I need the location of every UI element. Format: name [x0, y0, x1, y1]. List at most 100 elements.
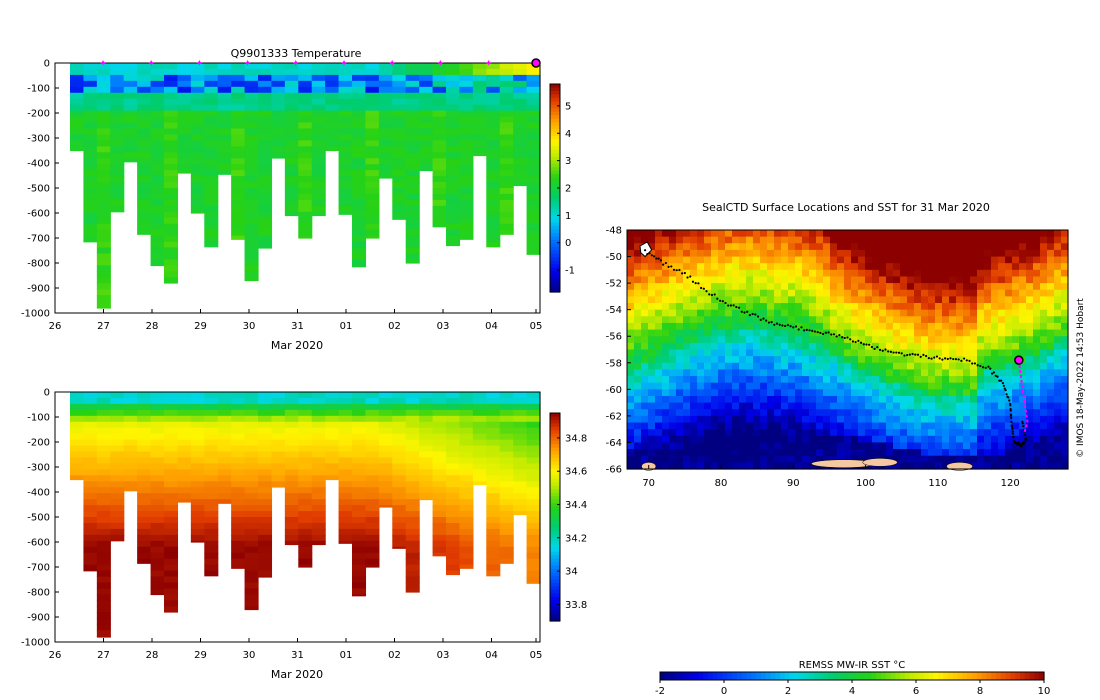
sst-cell	[739, 276, 747, 284]
sst-cell	[879, 336, 887, 344]
sst-cell	[956, 230, 964, 238]
section-cell	[96, 392, 111, 399]
section-cell	[137, 421, 152, 429]
section-cell	[338, 457, 353, 465]
section-cell	[177, 433, 192, 441]
section-cell	[96, 511, 111, 518]
section-cell	[446, 86, 461, 94]
sst-cell	[921, 329, 929, 337]
sst-cell	[949, 422, 957, 430]
sampling-marker: ✦	[340, 59, 348, 69]
sst-cell	[1026, 442, 1034, 450]
sst-cell	[942, 316, 950, 324]
section-cell	[365, 534, 380, 542]
section-cell	[231, 223, 246, 231]
sst-cell	[1040, 402, 1048, 410]
sst-cell	[718, 362, 726, 371]
sst-cell	[795, 316, 803, 324]
section-cell	[499, 499, 514, 506]
profile-column	[432, 392, 447, 557]
section-cell	[231, 457, 246, 465]
section-cell	[432, 211, 447, 219]
sst-cell	[697, 296, 705, 304]
sst-cell	[928, 376, 936, 384]
sst-cell	[970, 289, 978, 297]
sst-cell	[872, 256, 880, 264]
section-cell	[499, 534, 514, 542]
sst-cell	[655, 309, 663, 317]
sst-cell	[711, 303, 719, 311]
section-cell	[96, 235, 111, 243]
section-cell	[110, 98, 125, 106]
section-cell	[96, 307, 111, 309]
sst-cell	[921, 442, 929, 450]
section-cell	[110, 122, 125, 130]
section-cell	[150, 253, 165, 261]
track-point	[662, 263, 665, 266]
colorbar-segment	[550, 593, 560, 598]
section-cell	[244, 457, 259, 465]
sst-cell	[907, 449, 915, 457]
sst-cell	[697, 276, 705, 284]
sst-cell	[1012, 455, 1020, 463]
sst-cell	[865, 230, 873, 238]
sst-cell	[809, 395, 817, 404]
section-cell	[446, 146, 461, 153]
section-cell	[365, 182, 380, 189]
section-cell	[70, 92, 85, 100]
sst-colorbar-segment	[794, 672, 800, 680]
section-cell	[231, 63, 246, 70]
section-cell	[298, 403, 313, 411]
section-cell	[446, 188, 461, 195]
sst-cell	[704, 342, 712, 351]
sst-cell	[900, 289, 908, 297]
section-cell	[96, 588, 111, 595]
sst-cell	[697, 283, 705, 291]
section-cell	[231, 445, 246, 453]
sst-cell	[858, 243, 866, 251]
sst-cell	[942, 263, 950, 271]
sst-cell	[795, 429, 803, 437]
section-cell	[110, 397, 125, 405]
sst-cell	[816, 230, 824, 238]
sst-cell	[753, 422, 761, 430]
sst-cell	[788, 336, 796, 344]
sst-cell	[690, 376, 698, 384]
sst-cell	[879, 263, 887, 271]
section-cell	[231, 128, 246, 136]
section-cell	[177, 487, 192, 494]
section-cell	[311, 481, 326, 488]
section-cell	[258, 176, 273, 183]
section-cell	[164, 68, 179, 76]
sst-cell	[1005, 462, 1013, 470]
section-cell	[137, 140, 152, 147]
sst-cell	[1047, 442, 1055, 450]
sst-cell	[963, 303, 971, 311]
sst-cell	[998, 369, 1006, 377]
sst-cell	[998, 422, 1006, 430]
sst-cell	[844, 230, 852, 238]
sst-cell	[641, 289, 649, 297]
sst-cell	[893, 249, 901, 258]
sst-cell	[935, 395, 943, 404]
section-cell	[499, 63, 514, 70]
sst-colorbar-segment	[780, 672, 786, 680]
sst-cell	[914, 455, 922, 463]
section-cell	[231, 235, 246, 240]
sst-cell	[942, 422, 950, 430]
map-y-tick-label: -66	[606, 465, 622, 476]
section-cell	[258, 170, 273, 177]
colorbar-segment	[550, 163, 560, 168]
sst-cell	[949, 382, 957, 390]
sst-cell	[837, 276, 845, 284]
sst-cell	[711, 435, 719, 444]
sst-cell	[886, 435, 894, 444]
sst-cell	[1054, 289, 1062, 297]
profile-column	[258, 392, 273, 578]
section-cell	[459, 528, 474, 536]
sst-cell	[851, 376, 859, 384]
sst-cell	[676, 303, 684, 311]
sst-cell	[690, 369, 698, 377]
section-cell	[96, 182, 111, 189]
colorbar-segment	[550, 555, 560, 560]
